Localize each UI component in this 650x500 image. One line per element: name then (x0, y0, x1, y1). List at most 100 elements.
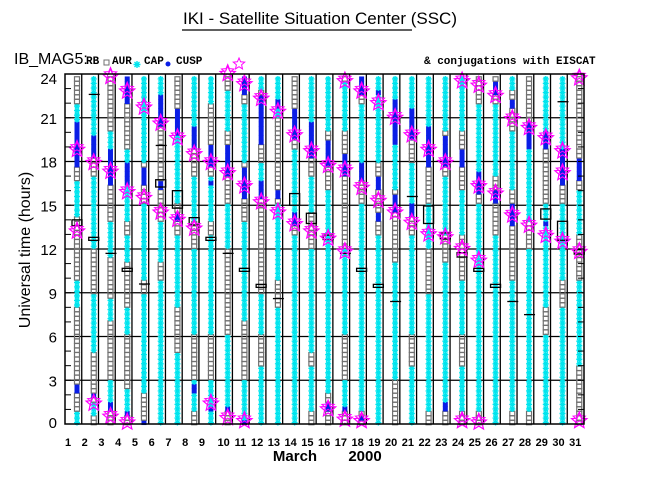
rb-point (341, 216, 348, 222)
aur-point (358, 383, 365, 390)
cusp-star (270, 101, 286, 116)
aur-point (392, 265, 399, 272)
aur-point (475, 134, 482, 141)
aur-point (174, 234, 181, 241)
aur-point (375, 265, 382, 272)
aur-point (124, 216, 131, 223)
aur-point (526, 338, 533, 345)
cap-point (526, 126, 532, 132)
aur-point (459, 320, 466, 327)
rb-point (391, 252, 399, 259)
aur-point (174, 152, 181, 159)
aur-point (140, 207, 147, 214)
aur-point (358, 121, 365, 128)
rb-point (241, 324, 248, 331)
aur-point (274, 347, 281, 354)
rb-point (458, 347, 466, 354)
cusp-star (555, 230, 570, 246)
cap-point (258, 112, 264, 118)
aur-point (274, 220, 281, 227)
x-tick-label: 23 (435, 437, 447, 449)
aur-point (308, 89, 315, 96)
aur-point (559, 374, 566, 381)
aur-point (124, 207, 131, 214)
eiscat-conjugation (372, 283, 385, 289)
cap-point (158, 103, 164, 109)
aur-point (241, 134, 248, 141)
aur-point (576, 360, 583, 367)
rb-point (542, 315, 549, 322)
aur-point (241, 387, 248, 394)
cap-point (459, 162, 465, 168)
cap-point (342, 153, 348, 159)
rb-point (258, 351, 265, 358)
aur-point (392, 85, 399, 91)
aur-point (492, 320, 499, 327)
aur-point (157, 369, 164, 376)
aur-point (475, 338, 482, 345)
aur-point (107, 229, 114, 236)
aur-point (308, 369, 315, 376)
aur-point (274, 392, 281, 399)
aur-point (274, 342, 281, 349)
day-track-8 (185, 75, 204, 426)
day-track-14 (285, 76, 304, 426)
aur-point (425, 396, 432, 403)
rb-point (509, 198, 516, 204)
aur-point (559, 415, 566, 422)
rb-point (207, 225, 215, 231)
rb-point (90, 370, 97, 376)
cap-point (560, 175, 566, 181)
rb-point (274, 284, 282, 290)
aur-point (542, 351, 549, 358)
cap-point (158, 99, 164, 105)
aur-point (274, 333, 281, 340)
rb-point (107, 365, 114, 372)
x-tick-label: 9 (199, 437, 205, 449)
rb-point (509, 266, 516, 272)
aur-point (207, 256, 214, 263)
cap-point (442, 148, 448, 154)
rb-point (408, 342, 415, 349)
rb-point (576, 383, 583, 390)
aur-point (140, 374, 147, 381)
aur-point (442, 220, 449, 227)
aur-point (258, 396, 265, 403)
aur-point (140, 247, 147, 254)
aur-point (526, 274, 533, 281)
rb-point (191, 342, 198, 349)
aur-point (241, 283, 248, 290)
cap-point (74, 383, 80, 389)
aur-point (174, 175, 181, 182)
cap-point (308, 153, 314, 159)
rb-point (191, 234, 198, 240)
aur-point (174, 410, 181, 417)
aur-point (140, 378, 147, 385)
rb-point (107, 347, 114, 354)
rb-point (475, 193, 482, 200)
rb-point (509, 234, 516, 240)
rb-point (107, 270, 114, 277)
aur-point (425, 387, 432, 394)
rb-point (90, 374, 97, 381)
rb-point (291, 85, 298, 91)
rb-point (191, 166, 198, 173)
aur-point (442, 320, 449, 327)
rb-point (576, 374, 583, 381)
aur-point (509, 351, 516, 358)
aur-point (526, 207, 533, 214)
rb-point (174, 324, 181, 331)
rb-point (274, 166, 282, 173)
aur-point (258, 365, 265, 372)
rb-point (224, 134, 231, 141)
aur-point (442, 107, 449, 114)
aur-point (492, 306, 499, 313)
aur-point (358, 211, 365, 218)
aur-point (341, 261, 348, 268)
aur-point (542, 356, 549, 363)
aur-point (509, 360, 516, 367)
x-tick-label: 27 (502, 437, 514, 449)
aur-point (408, 288, 415, 295)
aur-point (408, 188, 415, 195)
cusp-star (268, 102, 287, 120)
